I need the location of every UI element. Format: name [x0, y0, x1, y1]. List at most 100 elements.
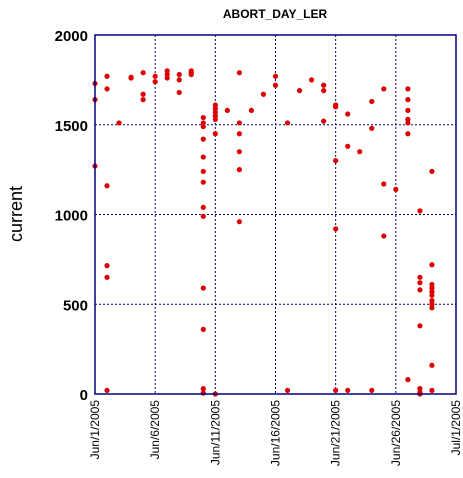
data-point: [248, 107, 255, 113]
data-point: [164, 68, 170, 74]
data-point: [429, 298, 435, 304]
grid-lines: [95, 35, 456, 394]
data-point: [236, 131, 242, 137]
x-tick-label: Jun/6/2005: [148, 400, 162, 460]
x-tick-label: Jul/1/2005: [449, 400, 463, 456]
y-axis-ticks: 0 500 1000 1500 2000: [55, 28, 88, 404]
data-point: [212, 105, 218, 112]
data-point: [429, 281, 435, 288]
data-point: [405, 86, 411, 92]
data-point: [152, 73, 158, 79]
data-point: [200, 120, 206, 126]
data-point: [128, 74, 134, 80]
data-point: [296, 88, 303, 94]
data-point: [140, 97, 146, 103]
data-point: [176, 77, 182, 83]
data-point: [284, 387, 291, 394]
data-point: [176, 71, 182, 78]
data-point: [140, 70, 146, 76]
data-point: [429, 301, 435, 307]
data-point: [200, 285, 206, 291]
data-point: [393, 186, 399, 192]
data-point: [357, 149, 363, 155]
x-tick-label: Jun/11/2005: [208, 400, 222, 465]
data-point: [200, 123, 206, 130]
data-point: [417, 386, 423, 392]
data-point: [200, 136, 206, 142]
data-point: [200, 168, 206, 175]
data-point: [104, 263, 110, 269]
data-point: [212, 131, 218, 137]
data-point: [236, 120, 242, 126]
data-point: [369, 98, 375, 105]
data-point: [321, 82, 327, 88]
x-tick-label: Jun/16/2005: [269, 400, 283, 466]
data-point: [140, 91, 146, 97]
data-point: [381, 233, 387, 239]
data-point: [333, 226, 339, 232]
data-point: [104, 183, 110, 189]
data-point: [200, 114, 206, 121]
chart-title: ABORT_DAY_LER: [223, 7, 328, 21]
data-point: [104, 86, 110, 92]
data-point: [188, 71, 194, 78]
data-point: [405, 116, 411, 122]
data-point: [212, 102, 218, 108]
data-point: [321, 88, 327, 94]
data-point: [272, 73, 279, 79]
x-tick-label: Jun/1/2005: [88, 400, 102, 460]
data-point: [381, 181, 387, 187]
data-point: [345, 387, 351, 394]
data-point: [260, 91, 267, 97]
data-point: [381, 86, 387, 92]
data-point: [321, 118, 327, 124]
data-point: [284, 120, 291, 126]
data-point: [405, 97, 411, 103]
data-point: [152, 79, 158, 85]
data-point: [212, 113, 218, 119]
data-point: [345, 143, 351, 149]
data-point: [429, 362, 435, 368]
data-point: [417, 208, 423, 214]
data-point: [417, 274, 423, 280]
y-tick-label: 1500: [55, 118, 88, 135]
data-point: [333, 387, 339, 394]
data-point: [164, 75, 170, 81]
data-point: [429, 285, 435, 291]
data-point: [200, 386, 206, 392]
data-point: [104, 387, 110, 394]
data-points: [92, 68, 435, 397]
data-point: [164, 71, 170, 78]
data-point: [236, 70, 242, 76]
x-tick-label: Jun/21/2005: [329, 400, 343, 466]
data-point: [309, 77, 315, 83]
data-point: [405, 377, 411, 383]
data-point: [369, 387, 375, 394]
data-point: [200, 326, 206, 332]
data-point: [369, 125, 375, 131]
data-point: [200, 179, 206, 185]
y-axis-label: current: [6, 186, 26, 242]
data-point: [200, 154, 206, 160]
y-tick-label: 500: [63, 297, 88, 314]
data-point: [236, 149, 242, 155]
data-point: [236, 167, 242, 173]
data-point: [200, 213, 206, 219]
y-tick-label: 2000: [55, 28, 88, 45]
data-point: [200, 390, 206, 396]
data-point: [345, 111, 351, 117]
data-point: [417, 280, 423, 286]
data-point: [104, 73, 110, 79]
data-point: [405, 120, 411, 126]
data-point: [333, 158, 339, 164]
data-point: [429, 262, 435, 268]
y-tick-label: 1000: [55, 208, 88, 225]
data-point: [272, 82, 279, 88]
data-point: [429, 292, 435, 298]
data-point: [116, 120, 122, 126]
x-tick-label: Jun/26/2005: [389, 400, 403, 466]
data-point: [417, 287, 423, 293]
x-axis-ticks: Jun/1/2005 Jun/6/2005 Jun/11/2005 Jun/16/20…: [88, 400, 463, 466]
data-point: [429, 289, 435, 295]
